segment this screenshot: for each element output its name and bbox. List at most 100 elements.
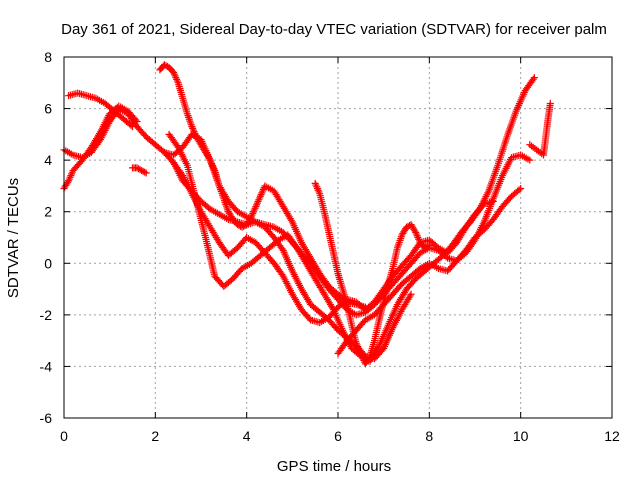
data-point bbox=[355, 346, 363, 354]
y-tick-label: 8 bbox=[44, 49, 52, 65]
data-point bbox=[162, 62, 170, 70]
data-point bbox=[258, 189, 266, 197]
data-point bbox=[489, 197, 497, 205]
data-point bbox=[132, 116, 140, 124]
data-point bbox=[313, 183, 321, 191]
x-tick-label: 8 bbox=[425, 428, 433, 444]
data-point bbox=[421, 244, 429, 252]
data-point bbox=[254, 197, 262, 205]
data-point bbox=[358, 353, 366, 361]
data-point bbox=[252, 203, 260, 211]
data-point bbox=[411, 227, 419, 235]
data-point bbox=[352, 339, 360, 347]
x-tick-label: 12 bbox=[604, 428, 620, 444]
data-point bbox=[287, 216, 295, 224]
data-point bbox=[407, 290, 415, 298]
data-point bbox=[406, 292, 414, 300]
y-tick-label: -2 bbox=[40, 307, 53, 323]
data-point bbox=[67, 172, 75, 180]
data-point bbox=[403, 223, 410, 231]
x-tick-label: 0 bbox=[60, 428, 68, 444]
data-point bbox=[358, 351, 366, 359]
data-point bbox=[173, 75, 181, 83]
data-point bbox=[425, 241, 433, 249]
data-point bbox=[255, 196, 263, 204]
data-point bbox=[171, 72, 179, 80]
data-point bbox=[238, 223, 246, 231]
data-point bbox=[68, 170, 76, 178]
data-point bbox=[65, 177, 73, 185]
x-tick-label: 10 bbox=[513, 428, 529, 444]
chart-title: Day 361 of 2021, Sidereal Day-to-day VTE… bbox=[61, 21, 607, 38]
data-point bbox=[235, 221, 243, 229]
data-point bbox=[66, 173, 74, 181]
y-tick-label: 0 bbox=[44, 255, 52, 271]
data-point bbox=[250, 208, 258, 216]
data-point bbox=[170, 68, 178, 76]
data-point bbox=[530, 74, 538, 82]
data-point bbox=[314, 186, 322, 194]
data-point bbox=[253, 201, 261, 209]
data-point bbox=[311, 179, 319, 187]
data-point bbox=[546, 99, 554, 107]
data-point bbox=[354, 343, 362, 351]
data-point bbox=[517, 185, 525, 193]
data-point bbox=[234, 221, 242, 229]
y-tick-label: 4 bbox=[44, 152, 52, 168]
data-point bbox=[315, 188, 323, 196]
data-point bbox=[160, 61, 168, 69]
data-point bbox=[529, 75, 537, 83]
data-point bbox=[412, 230, 420, 238]
data-point bbox=[240, 222, 248, 230]
data-point bbox=[64, 178, 72, 186]
data-point bbox=[312, 181, 320, 189]
data-point bbox=[257, 191, 265, 199]
data-points bbox=[60, 61, 554, 368]
data-point bbox=[526, 156, 534, 164]
data-point bbox=[142, 169, 150, 177]
data-point bbox=[65, 175, 73, 183]
data-point bbox=[412, 228, 420, 236]
data-point bbox=[127, 121, 135, 129]
data-point bbox=[249, 209, 257, 217]
data-point bbox=[141, 168, 149, 176]
x-tick-label: 4 bbox=[243, 428, 251, 444]
y-tick-label: 6 bbox=[44, 101, 52, 117]
data-point bbox=[96, 129, 104, 137]
data-point bbox=[173, 77, 181, 85]
data-point bbox=[135, 165, 143, 173]
x-tick-label: 2 bbox=[151, 428, 159, 444]
data-point bbox=[188, 123, 196, 131]
data-point bbox=[136, 166, 144, 174]
data-point bbox=[250, 206, 258, 214]
x-tick-label: 6 bbox=[334, 428, 342, 444]
data-point bbox=[189, 124, 197, 132]
data-point bbox=[415, 235, 423, 243]
data-point bbox=[355, 344, 363, 352]
data-point bbox=[138, 166, 146, 174]
data-point bbox=[133, 164, 141, 172]
data-point bbox=[259, 187, 267, 195]
data-point bbox=[256, 192, 264, 200]
y-tick-label: 2 bbox=[44, 204, 52, 220]
data-point bbox=[170, 70, 178, 78]
y-tick-label: -6 bbox=[40, 410, 53, 426]
y-axis-label: SDTVAR / TECUs bbox=[5, 178, 22, 298]
data-point bbox=[356, 348, 364, 356]
data-point bbox=[353, 341, 361, 349]
y-tick-label: -4 bbox=[40, 358, 53, 374]
data-point bbox=[413, 232, 421, 240]
data-point bbox=[365, 354, 373, 362]
data-point bbox=[414, 234, 422, 241]
data-point bbox=[139, 167, 147, 175]
data-point bbox=[374, 344, 382, 352]
data-point bbox=[133, 117, 141, 125]
data-point bbox=[256, 194, 264, 202]
data-point bbox=[422, 243, 430, 251]
data-point bbox=[515, 186, 523, 194]
data-point bbox=[253, 199, 261, 207]
data-point bbox=[129, 123, 136, 131]
x-axis-label: GPS time / hours bbox=[277, 458, 391, 475]
